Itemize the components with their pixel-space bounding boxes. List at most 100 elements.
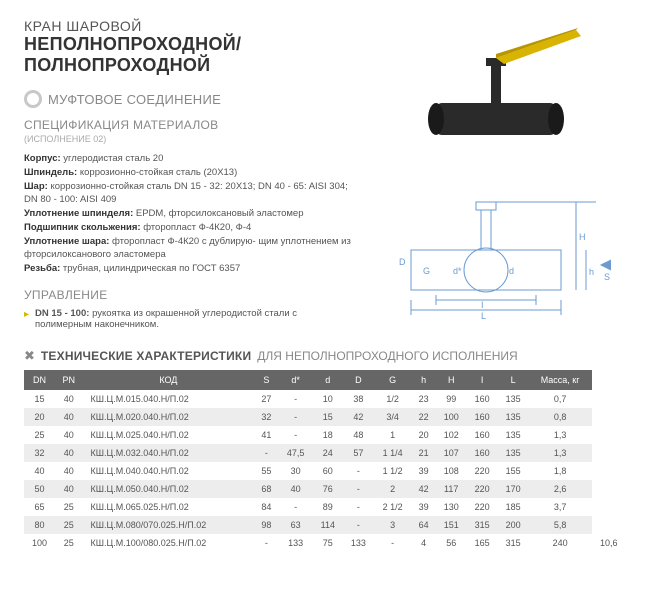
table-header-cell: d — [313, 370, 343, 390]
table-cell: 1/2 — [374, 390, 412, 408]
table-cell: 160 — [467, 408, 498, 426]
table-cell: 135 — [498, 444, 529, 462]
table-cell: 108 — [436, 462, 467, 480]
table-cell: 20 — [24, 408, 55, 426]
table-cell: 1,8 — [529, 462, 592, 480]
table-header-cell: d* — [278, 370, 312, 390]
table-cell: 315 — [498, 534, 529, 552]
table-cell: КШ.Ц.М.040.040.Н/П.02 — [83, 462, 255, 480]
materials-row-name: Шпиндель: — [24, 167, 80, 178]
table-header-cell: h — [412, 370, 436, 390]
materials-row-value: фторопласт Ф-4К20, Ф-4 — [143, 222, 251, 233]
tech-title-light: ДЛЯ НЕПОЛНОПРОХОДНОГО ИСПОЛНЕНИЯ — [257, 349, 517, 363]
table-cell: 185 — [498, 498, 529, 516]
table-cell: 42 — [412, 480, 436, 498]
table-cell: 55 — [254, 462, 278, 480]
table-cell: - — [343, 498, 374, 516]
table-row: 3240КШ.Ц.М.032.040.Н/П.02-47,524571 1/42… — [24, 444, 626, 462]
table-cell: 315 — [467, 516, 498, 534]
table-cell: 40 — [55, 390, 83, 408]
table-cell: 18 — [313, 426, 343, 444]
table-row: 6525КШ.Ц.М.065.025.Н/П.0284-89-2 1/23913… — [24, 498, 626, 516]
connection-row: МУФТОВОЕ СОЕДИНЕНИЕ — [24, 90, 354, 108]
table-row: 1540КШ.Ц.М.015.040.Н/П.0227-10381/223991… — [24, 390, 626, 408]
table-cell: 40 — [24, 462, 55, 480]
table-cell: 25 — [55, 516, 83, 534]
table-cell: 40 — [55, 480, 83, 498]
product-photo-placeholder — [396, 18, 596, 148]
table-cell: 40 — [55, 462, 83, 480]
table-cell: 130 — [436, 498, 467, 516]
table-cell: 3/4 — [374, 408, 412, 426]
spec-table: DNPNКОДSd*dDGhHILМасса, кг 1540КШ.Ц.М.01… — [24, 370, 626, 552]
tech-title-bold: ТЕХНИЧЕСКИЕ ХАРАКТЕРИСТИКИ — [41, 349, 251, 363]
table-cell: 80 — [24, 516, 55, 534]
table-cell: 135 — [498, 426, 529, 444]
materials-row-value: трубная, цилиндрическая по ГОСТ 6357 — [63, 263, 240, 274]
drawing-label-D: D — [399, 257, 406, 267]
table-cell: 10,6 — [592, 534, 626, 552]
table-cell: 56 — [436, 534, 467, 552]
table-cell: 21 — [412, 444, 436, 462]
table-cell: 39 — [412, 462, 436, 480]
wrench-icon: ✖ — [24, 348, 35, 364]
table-cell: - — [343, 480, 374, 498]
table-header-cell: G — [374, 370, 412, 390]
materials-row-value: EPDM, фторсилоксановый эластомер — [136, 208, 304, 219]
materials-row-value: углеродистая сталь 20 — [63, 153, 163, 164]
materials-row: Корпус: углеродистая сталь 20 — [24, 152, 354, 166]
table-cell: 4 — [412, 534, 436, 552]
connection-label: МУФТОВОЕ СОЕДИНЕНИЕ — [48, 92, 221, 107]
table-cell: 160 — [467, 444, 498, 462]
drawing-label-G: G — [423, 266, 430, 276]
table-cell: КШ.Ц.М.032.040.Н/П.02 — [83, 444, 255, 462]
table-header-cell: PN — [55, 370, 83, 390]
table-header-cell: H — [436, 370, 467, 390]
materials-row: Уплотнение шпинделя: EPDM, фторсилоксано… — [24, 207, 354, 221]
table-cell: 57 — [343, 444, 374, 462]
table-cell: 240 — [529, 534, 592, 552]
table-cell: 3 — [374, 516, 412, 534]
table-cell: 15 — [24, 390, 55, 408]
table-cell: 1,3 — [529, 444, 592, 462]
technical-drawing-placeholder: H h D G d* d I L S — [381, 160, 611, 320]
tech-heading-row: ✖ ТЕХНИЧЕСКИЕ ХАРАКТЕРИСТИКИ ДЛЯ НЕПОЛНО… — [24, 348, 626, 364]
table-cell: 1,3 — [529, 426, 592, 444]
table-cell: КШ.Ц.М.050.040.Н/П.02 — [83, 480, 255, 498]
table-cell: 22 — [412, 408, 436, 426]
table-cell: КШ.Ц.М.020.040.Н/П.02 — [83, 408, 255, 426]
table-cell: 40 — [278, 480, 312, 498]
materials-row-name: Уплотнение шпинделя: — [24, 208, 136, 219]
table-cell: 100 — [24, 534, 55, 552]
table-cell: 135 — [498, 408, 529, 426]
table-cell: - — [278, 498, 312, 516]
table-cell: 27 — [254, 390, 278, 408]
table-row: 10025КШ.Ц.М.100/080.025.Н/П.02-13375133-… — [24, 534, 626, 552]
table-cell: 0,7 — [529, 390, 592, 408]
materials-row-name: Резьба: — [24, 263, 63, 274]
control-row: ▸ DN 15 - 100: рукоятка из окрашенной уг… — [24, 308, 354, 330]
materials-row-value: коррозионно-стойкая сталь (20Х13) — [80, 167, 237, 178]
table-cell: 1 — [374, 426, 412, 444]
materials-row-name: Уплотнение шара: — [24, 236, 112, 247]
table-cell: 200 — [498, 516, 529, 534]
table-cell: 1 1/4 — [374, 444, 412, 462]
title-block: КРАН ШАРОВОЙ НЕПОЛНОПРОХОДНОЙ/ ПОЛНОПРОХ… — [24, 18, 354, 76]
table-cell: - — [254, 444, 278, 462]
table-cell: 117 — [436, 480, 467, 498]
materials-row-name: Корпус: — [24, 153, 63, 164]
table-cell: 114 — [313, 516, 343, 534]
table-cell: 151 — [436, 516, 467, 534]
drawing-label-L: L — [481, 311, 486, 320]
title-line2: НЕПОЛНОПРОХОДНОЙ/ — [24, 34, 354, 55]
drawing-label-h: h — [589, 267, 594, 277]
table-header-cell: DN — [24, 370, 55, 390]
table-cell: 50 — [24, 480, 55, 498]
table-cell: 40 — [55, 408, 83, 426]
table-header-cell: I — [467, 370, 498, 390]
table-header-cell: Масса, кг — [529, 370, 592, 390]
table-cell: 98 — [254, 516, 278, 534]
table-cell: 32 — [24, 444, 55, 462]
table-cell: 65 — [24, 498, 55, 516]
table-cell: 1 1/2 — [374, 462, 412, 480]
